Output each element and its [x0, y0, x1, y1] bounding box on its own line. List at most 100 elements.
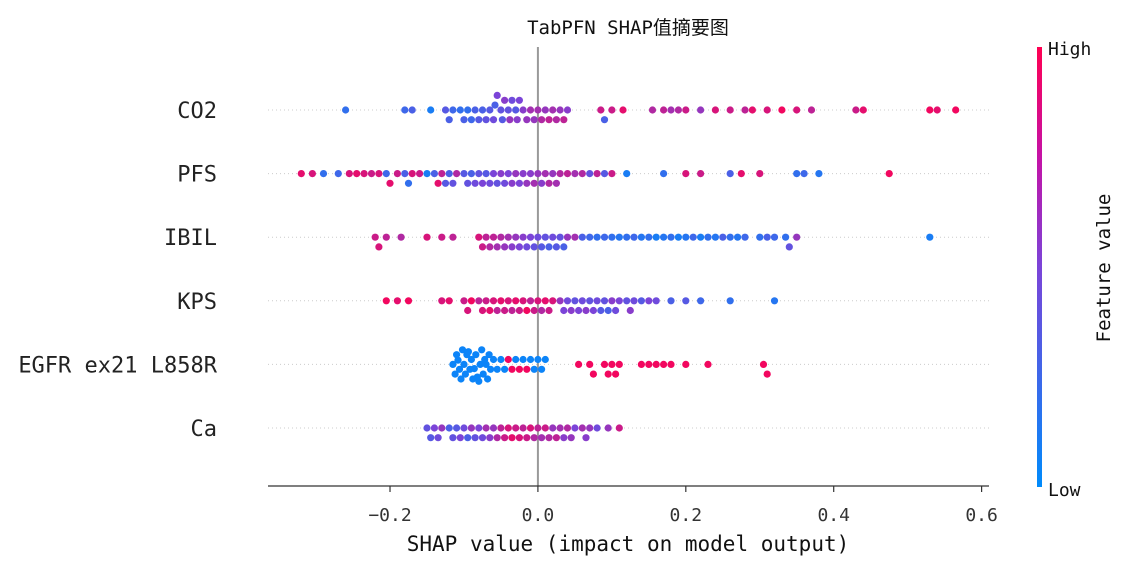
shap-point — [697, 170, 705, 178]
shap-point — [549, 233, 557, 241]
shap-point — [501, 179, 509, 187]
shap-point — [464, 348, 472, 356]
shap-point — [508, 96, 516, 104]
shap-point — [445, 424, 453, 432]
shap-point — [506, 116, 514, 124]
shap-point — [726, 170, 734, 178]
shap-point — [682, 297, 690, 305]
shap-point — [489, 424, 498, 432]
shap-point — [645, 297, 653, 305]
shap-point — [648, 106, 657, 114]
x-tick-label: 0.0 — [522, 505, 555, 526]
shap-point — [445, 116, 453, 124]
shap-point — [667, 106, 675, 114]
shap-point — [623, 233, 631, 241]
shap-point — [464, 179, 472, 187]
shap-point — [489, 116, 498, 124]
shap-point — [491, 101, 499, 109]
shap-point — [689, 233, 697, 241]
shap-point — [449, 179, 457, 187]
shap-point — [615, 424, 623, 432]
feature-label: PFS — [177, 163, 217, 188]
shap-point — [504, 297, 512, 305]
shap-point — [600, 116, 609, 124]
shap-point — [600, 233, 609, 241]
shap-point — [504, 170, 512, 178]
shap-point — [526, 106, 535, 114]
shap-point — [586, 233, 594, 241]
shap-point — [467, 116, 475, 124]
shap-point — [497, 424, 505, 432]
shap-point — [360, 170, 368, 178]
shap-point — [748, 106, 757, 114]
shap-point — [493, 365, 501, 373]
shap-point — [534, 233, 542, 241]
shap-point — [652, 297, 660, 305]
shap-point — [582, 434, 590, 442]
shap-point — [504, 106, 512, 114]
shap-point — [386, 179, 394, 187]
shap-point — [556, 424, 564, 432]
shap-point — [770, 297, 779, 305]
shap-point — [534, 106, 542, 114]
shap-point — [401, 170, 409, 178]
shap-point — [453, 170, 461, 178]
shap-point — [512, 233, 520, 241]
shap-point — [667, 297, 675, 305]
shap-point — [556, 106, 564, 114]
shap-point — [756, 170, 764, 178]
shap-point — [597, 306, 605, 315]
shap-point — [667, 360, 675, 368]
shap-point — [523, 243, 531, 251]
shap-point — [630, 233, 638, 241]
colorbar-title: Feature value — [1093, 194, 1115, 343]
shap-point — [563, 106, 572, 114]
shap-point — [512, 170, 520, 178]
shap-point — [778, 106, 786, 114]
shap-point — [682, 170, 690, 178]
shap-point — [623, 297, 631, 305]
shap-point — [586, 360, 594, 368]
shap-point — [458, 346, 467, 354]
shap-point — [508, 179, 516, 187]
shap-point — [482, 233, 490, 241]
shap-point — [637, 297, 646, 305]
shap-point — [538, 243, 546, 251]
shap-point — [342, 106, 350, 114]
shap-point — [859, 106, 867, 114]
shap-point — [519, 170, 527, 178]
shap-point — [438, 424, 446, 432]
shap-point — [682, 360, 690, 368]
shap-point — [556, 170, 564, 178]
shap-point — [682, 106, 690, 114]
shap-point — [545, 179, 553, 187]
shap-point — [763, 106, 771, 114]
shap-point — [589, 370, 598, 378]
shap-point — [471, 106, 479, 114]
shap-point — [498, 116, 506, 124]
shap-point — [785, 243, 793, 251]
shap-point — [486, 106, 494, 114]
shap-point — [756, 233, 764, 241]
shap-point — [600, 170, 609, 178]
shap-point — [567, 306, 575, 315]
shap-point — [453, 424, 461, 432]
shap-point — [393, 170, 401, 178]
shap-point — [560, 306, 568, 315]
shap-point — [449, 360, 457, 368]
colorbar-high-label: High — [1048, 39, 1091, 60]
shap-point — [375, 170, 383, 178]
shap-point — [382, 233, 390, 241]
shap-point — [408, 106, 416, 114]
shap-point — [482, 170, 490, 178]
shap-point — [586, 170, 594, 178]
shap-point — [441, 179, 450, 187]
shap-point — [545, 434, 553, 442]
shap-point — [476, 360, 484, 368]
shap-point — [482, 116, 490, 124]
feature-label: CO2 — [177, 99, 217, 124]
shap-point — [726, 106, 734, 114]
shap-point — [530, 243, 538, 251]
shap-point — [619, 106, 627, 114]
